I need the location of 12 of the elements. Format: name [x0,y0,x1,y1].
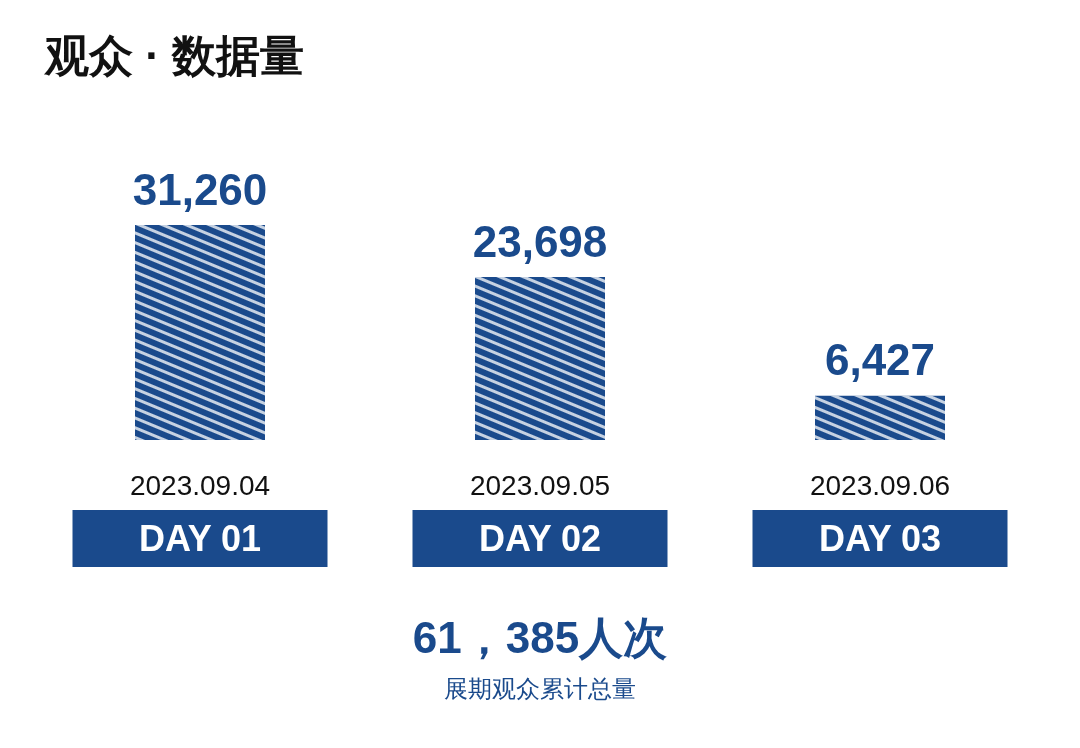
data-label: 31,260 [132,164,268,214]
x-tick-label: 2023.09.04 [129,469,271,501]
data-label: 6,427 [824,335,936,385]
text: 展期观众累计总量 [444,674,636,702]
text: 61，385人次 [412,612,668,662]
x-tick-label: 2023.09.06 [809,469,951,501]
text: DAY 03 [818,518,942,559]
data-label: 23,698 [472,216,608,266]
text: DAY 02 [478,518,602,559]
x-tick-label: 2023.09.05 [469,469,611,501]
chart-title: 观众 · 数据量 [43,30,305,80]
text: DAY 01 [138,518,262,559]
